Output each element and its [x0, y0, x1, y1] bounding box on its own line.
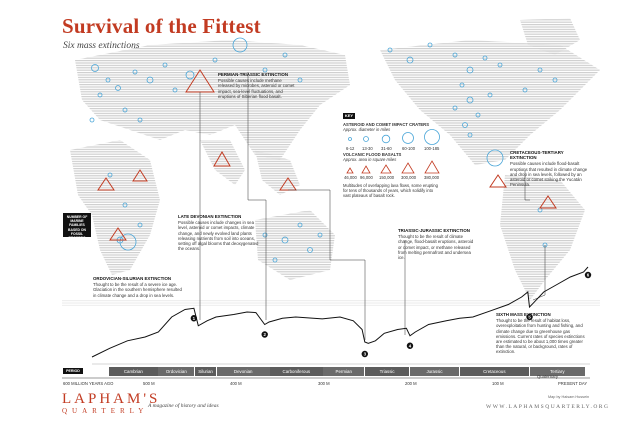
period-carboniferous: Carboniferous: [270, 367, 323, 376]
legend-crater-size-0: 6-12: [346, 146, 355, 151]
period-ordovician: Ordovician: [158, 367, 195, 376]
landmass-eurasia: [75, 40, 350, 160]
callout-devonian: LATE DEVONIAN EXTINCTION Possible causes…: [178, 214, 260, 251]
period-jurassic: Jurassic: [409, 367, 460, 376]
legend-craters-heading: ASTEROID AND COMET IMPACT CRATERS: [343, 122, 429, 127]
legend-craters-sub: Approx. diameter in miles: [343, 127, 391, 132]
callout-sixth: SIXTH MASS EXTINCTION Thought to be the …: [496, 312, 588, 355]
legend-crater-size-2: 31-60: [381, 146, 392, 151]
legend-basalts-sub: Approx. area in square miles: [343, 157, 397, 162]
logo-sub: QUARTERLY: [62, 407, 149, 415]
legend-craters: ASTEROID AND COMET IMPACT CRATERS Approx…: [343, 122, 439, 132]
landmass-australia: [255, 210, 335, 280]
period-label: PERIOD: [63, 368, 83, 374]
extinction-marker-label-4: 4: [409, 343, 412, 348]
legend-basalts-heading: VOLCANIC FLOOD BASALTS: [343, 152, 402, 157]
legend-basalts: VOLCANIC FLOOD BASALTS Approx. area in s…: [343, 152, 439, 162]
tick-400m: 400 M: [230, 381, 242, 386]
extinction-marker-5: [526, 313, 533, 321]
extinction-marker-label-5: 5: [528, 315, 531, 320]
callout-permian-title: PERMIAN-TRIASSIC EXTINCTION: [218, 72, 289, 77]
callout-permian: PERMIAN-TRIASSIC EXTINCTION Possible cau…: [218, 72, 298, 99]
callout-sixth-title: SIXTH MASS EXTINCTION: [496, 312, 551, 317]
period-silurian: Silurian: [194, 367, 217, 376]
callout-permian-text: Possible causes include methane released…: [218, 78, 295, 99]
callout-devonian-title: LATE DEVONIAN EXTINCTION: [178, 214, 242, 219]
extinction-marker-label-2: 2: [263, 332, 266, 337]
tick-300m: 300 M: [318, 381, 330, 386]
legend-crater-size-4: 100-185: [424, 146, 440, 151]
site-url[interactable]: WWW.LAPHAMSQUARTERLY.ORG: [486, 404, 610, 410]
period-cretaceous: Cretaceous: [459, 367, 530, 376]
callout-cretaceous-text: Possible causes include flood-basalt eru…: [510, 161, 588, 188]
chart-ylabel: NUMBER OF MARINE FAMILIES BASED ON FOSSI…: [63, 213, 91, 240]
callout-cretaceous-title: CRETACEOUS-TERTIARY EXTINCTION: [510, 150, 564, 161]
page-subtitle: Six mass extinctions: [63, 41, 140, 51]
extinction-marker-2: [261, 331, 268, 338]
callout-triassic-title: TRIASSIC-JURASSIC EXTINCTION: [398, 228, 470, 233]
map-credit: Map by Haisam Hussein: [548, 395, 590, 399]
extinction-marker-3: [361, 350, 368, 358]
period-devonian: Devonian: [216, 367, 270, 376]
extinction-marker-4: [406, 342, 414, 349]
period-triassic: Triassic: [364, 367, 410, 376]
extinction-marker-label-6: 6: [587, 273, 590, 278]
callout-ordovician-title: ORDOVICIAN-SILURIAN EXTINCTION: [93, 276, 172, 281]
landmass-greenland: [520, 18, 580, 55]
tick-600m: 600 MILLION YEARS AGO: [63, 381, 114, 386]
legend-basalt-size-2: 150,000: [379, 175, 395, 180]
legend-key-label: KEY: [343, 113, 355, 119]
extinction-marker-1: [190, 315, 198, 322]
extinction-marker-label-3: 3: [364, 352, 367, 357]
tick-200m: 200 M: [405, 381, 417, 386]
period-cambrian: Cambrian: [108, 367, 158, 376]
landmass-south-asia: [200, 140, 245, 185]
landmass-southeast-asia: [255, 150, 300, 195]
landmass-south-america: [500, 175, 585, 300]
tagline: A magazine of history and ideas: [148, 403, 219, 409]
tick-500m: 500 M: [143, 381, 155, 386]
crater-markers: [89, 37, 558, 263]
legend-basalt-size-4: 380,000: [424, 175, 440, 180]
legend-basalts-note: Multitudes of overlapping lava flows, so…: [343, 183, 438, 198]
landmass-north-america: [380, 40, 600, 165]
landmass-africa: [70, 140, 160, 275]
callout-leaders: [199, 72, 546, 340]
tick-present: PRESENT DAY: [558, 381, 588, 386]
marine-families-line: [91, 266, 589, 358]
period-tertiary: Tertiary: [529, 367, 586, 376]
tick-100m: 100 M: [492, 381, 504, 386]
extinction-marker-label-1: 1: [193, 316, 196, 321]
callout-cretaceous: CRETACEOUS-TERTIARY EXTINCTION Possible …: [510, 150, 590, 187]
extinction-marker-6: [584, 271, 592, 279]
landmass-antarctica: [62, 300, 600, 306]
legend-crater-size-1: 13-30: [362, 146, 373, 151]
callout-devonian-text: Possible causes include changes in sea l…: [178, 220, 259, 252]
quaternary-label: Quaternary: [537, 374, 558, 379]
legend-basalt-size-1: 96,000: [360, 175, 373, 180]
legend-basalt-size-3: 300,000: [401, 175, 417, 180]
callout-sixth-text: Thought to be the result of habitat loss…: [496, 318, 585, 355]
legend-crater-size-3: 60-100: [402, 146, 416, 151]
callout-ordovician-text: Thought to be the result of a severe ice…: [93, 282, 182, 298]
legend-basalt-size-0: 46,000: [344, 175, 357, 180]
callout-ordovician: ORDOVICIAN-SILURIAN EXTINCTION Thought t…: [93, 276, 185, 298]
extinction-markers: 1 2 3 4 5 6: [190, 271, 592, 358]
logo: LAPHAM'S: [62, 391, 161, 407]
callout-triassic-text: Thought to be the result of climate chan…: [398, 234, 474, 261]
page-title: Survival of the Fittest: [62, 14, 261, 38]
period-permian: Permian: [323, 367, 365, 376]
callout-triassic: TRIASSIC-JURASSIC EXTINCTION Thought to …: [398, 228, 478, 260]
